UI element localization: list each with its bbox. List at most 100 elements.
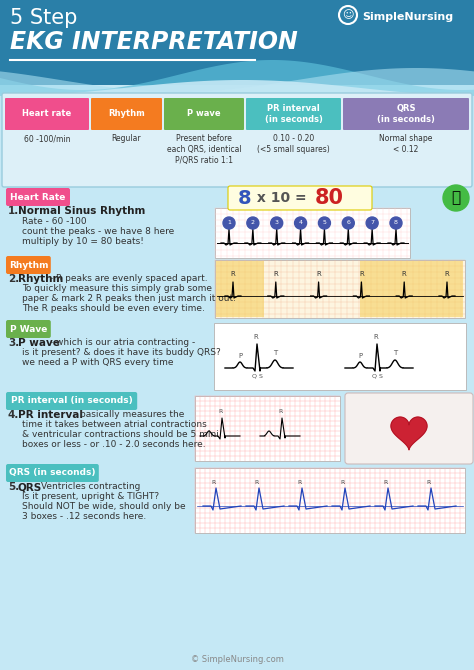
Text: R: R <box>445 271 449 277</box>
Text: 1: 1 <box>227 220 231 226</box>
Polygon shape <box>0 60 474 120</box>
Text: R: R <box>254 334 258 340</box>
FancyBboxPatch shape <box>228 186 372 210</box>
Text: time it takes between atrial contractions: time it takes between atrial contraction… <box>22 420 207 429</box>
Text: boxes or less - or .10 - 2.0 seconds here.: boxes or less - or .10 - 2.0 seconds her… <box>22 440 206 449</box>
Text: 3: 3 <box>275 220 279 226</box>
Text: 80: 80 <box>315 188 344 208</box>
Text: R: R <box>231 271 236 277</box>
Text: EKG INTERPRETATION: EKG INTERPRETATION <box>10 30 298 54</box>
Text: QRS
(in seconds): QRS (in seconds) <box>377 105 435 124</box>
Text: ☺: ☺ <box>342 10 354 20</box>
Circle shape <box>223 217 235 229</box>
Polygon shape <box>0 80 474 140</box>
Text: paper & mark 2 R peaks then just march it out.: paper & mark 2 R peaks then just march i… <box>22 294 236 303</box>
Text: Is it present, upright & TIGHT?: Is it present, upright & TIGHT? <box>22 492 159 501</box>
Text: - R peaks are evenly spaced apart.: - R peaks are evenly spaced apart. <box>47 274 208 283</box>
Text: © SimpleNursing.com: © SimpleNursing.com <box>191 655 283 665</box>
Text: 8: 8 <box>394 220 398 226</box>
Text: R: R <box>273 271 278 277</box>
Text: 3.: 3. <box>8 338 19 348</box>
Text: R: R <box>255 480 259 485</box>
Text: 2.: 2. <box>8 274 19 284</box>
FancyBboxPatch shape <box>2 93 472 187</box>
Text: R: R <box>427 480 431 485</box>
FancyBboxPatch shape <box>6 392 137 410</box>
FancyBboxPatch shape <box>360 261 463 317</box>
Text: P wave: P wave <box>187 109 221 119</box>
Text: PR interval: PR interval <box>18 410 83 420</box>
Text: 5: 5 <box>322 220 327 226</box>
Text: is it present? & does it have its buddy QRS?: is it present? & does it have its buddy … <box>22 348 221 357</box>
Text: 5.: 5. <box>8 482 19 492</box>
Text: Normal Sinus Rhythm: Normal Sinus Rhythm <box>18 206 146 216</box>
FancyBboxPatch shape <box>215 208 410 258</box>
Text: Heart rate: Heart rate <box>22 109 72 119</box>
Text: Normal shape
< 0.12: Normal shape < 0.12 <box>379 134 433 154</box>
Text: Rhythm: Rhythm <box>9 261 48 269</box>
Text: 5 Step: 5 Step <box>10 8 77 28</box>
Text: Q: Q <box>252 374 256 379</box>
Text: x 10 =: x 10 = <box>252 191 311 205</box>
Text: P: P <box>358 353 362 359</box>
Text: PR interval (in seconds): PR interval (in seconds) <box>11 397 132 405</box>
Text: 60 -100/min: 60 -100/min <box>24 134 70 143</box>
Text: - Ventricles contracting: - Ventricles contracting <box>32 482 141 491</box>
Text: 8: 8 <box>238 188 252 208</box>
Text: P: P <box>238 353 242 359</box>
FancyBboxPatch shape <box>345 393 473 464</box>
FancyBboxPatch shape <box>215 260 465 318</box>
Text: R: R <box>402 271 407 277</box>
Text: R: R <box>341 480 345 485</box>
Text: R: R <box>219 409 223 414</box>
FancyBboxPatch shape <box>0 0 474 85</box>
Text: PR interval
(in seconds): PR interval (in seconds) <box>264 105 322 124</box>
Circle shape <box>319 217 330 229</box>
FancyBboxPatch shape <box>246 98 341 130</box>
Text: S: S <box>379 374 383 379</box>
Text: multiply by 10 = 80 beats!: multiply by 10 = 80 beats! <box>22 237 144 246</box>
Text: we need a P with QRS every time: we need a P with QRS every time <box>22 358 173 367</box>
Text: T: T <box>273 350 277 356</box>
FancyBboxPatch shape <box>195 396 340 461</box>
Text: Rate - 60 -100: Rate - 60 -100 <box>22 217 87 226</box>
Circle shape <box>443 185 469 211</box>
FancyBboxPatch shape <box>164 98 244 130</box>
Circle shape <box>271 217 283 229</box>
Text: R: R <box>212 480 216 485</box>
Text: QRS (in seconds): QRS (in seconds) <box>9 468 96 478</box>
Text: Should NOT be wide, should only be: Should NOT be wide, should only be <box>22 502 186 511</box>
Text: Present before
each QRS, identical
P/QRS ratio 1:1: Present before each QRS, identical P/QRS… <box>167 134 241 165</box>
Text: R: R <box>316 271 321 277</box>
Text: 4.: 4. <box>8 410 19 420</box>
Circle shape <box>294 217 307 229</box>
Text: To quickly measure this simply grab some: To quickly measure this simply grab some <box>22 284 212 293</box>
Text: P wave: P wave <box>18 338 60 348</box>
Text: Q: Q <box>372 374 376 379</box>
Text: S: S <box>259 374 263 379</box>
Text: QRS: QRS <box>18 482 42 492</box>
Text: 1.: 1. <box>8 206 19 216</box>
Text: Rhythm: Rhythm <box>18 274 64 284</box>
Text: R: R <box>359 271 364 277</box>
Text: R: R <box>298 480 302 485</box>
Text: Heart Rate: Heart Rate <box>10 192 66 202</box>
Polygon shape <box>0 68 474 130</box>
Circle shape <box>247 217 259 229</box>
Circle shape <box>342 217 354 229</box>
Circle shape <box>366 217 378 229</box>
Text: count the peaks - we have 8 here: count the peaks - we have 8 here <box>22 227 174 236</box>
Text: & ventricular contractions should be 5 mini: & ventricular contractions should be 5 m… <box>22 430 219 439</box>
Text: - which is our atria contracting -: - which is our atria contracting - <box>47 338 195 347</box>
Text: - basically measures the: - basically measures the <box>71 410 184 419</box>
Text: 2: 2 <box>251 220 255 226</box>
Text: R: R <box>384 480 388 485</box>
FancyBboxPatch shape <box>214 323 466 390</box>
Polygon shape <box>391 417 427 450</box>
FancyBboxPatch shape <box>343 98 469 130</box>
FancyBboxPatch shape <box>195 468 465 533</box>
Text: R: R <box>374 334 378 340</box>
Text: 0.10 - 0.20
(<5 small squares): 0.10 - 0.20 (<5 small squares) <box>257 134 330 154</box>
Text: Rhythm: Rhythm <box>108 109 145 119</box>
Text: 4: 4 <box>299 220 302 226</box>
